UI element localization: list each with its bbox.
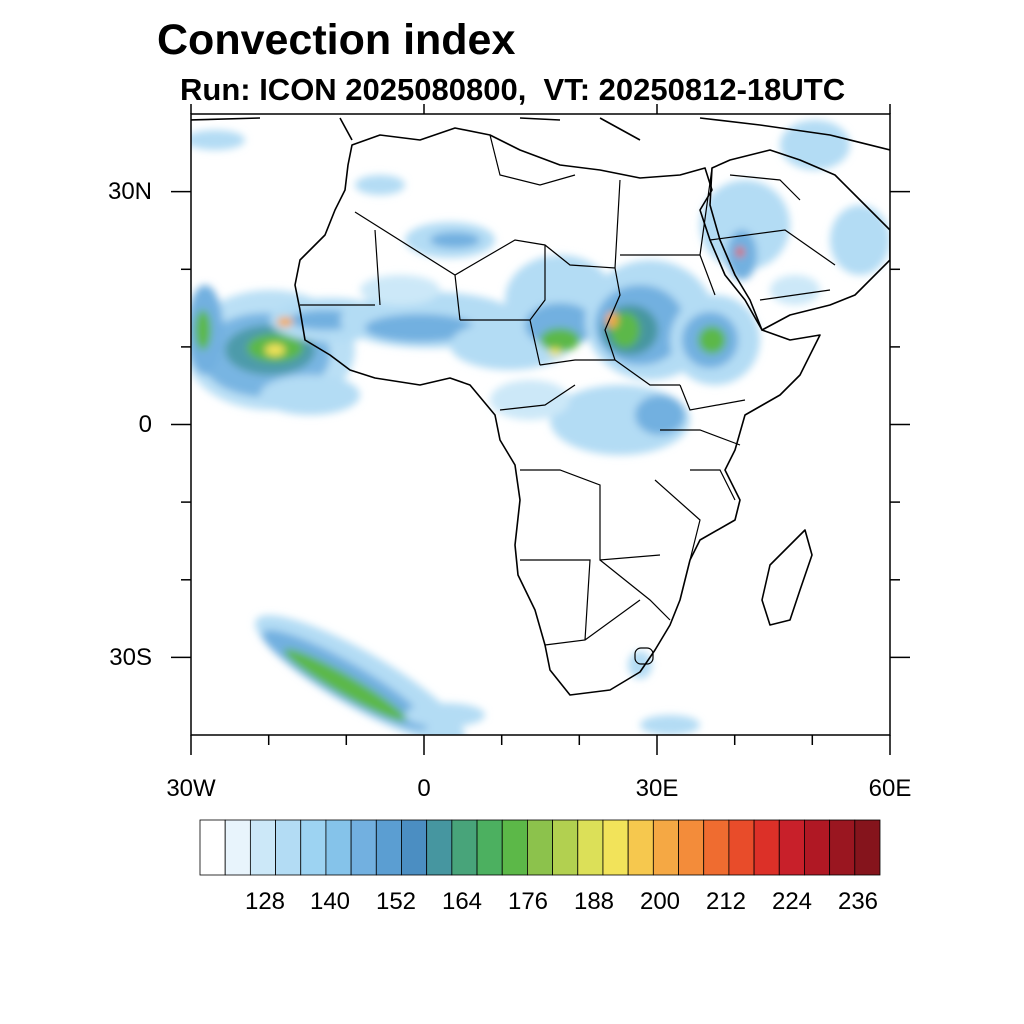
field-mid xyxy=(635,395,685,435)
field-light xyxy=(260,375,360,415)
country-borders xyxy=(300,134,836,665)
colorbar-label: 140 xyxy=(309,888,351,915)
colorbar-swatch xyxy=(703,819,730,876)
africa-coastline xyxy=(294,127,821,696)
x-label-30w: 30W xyxy=(166,775,216,802)
colorbar-swatch xyxy=(249,819,276,876)
colorbar-swatch xyxy=(804,819,831,876)
y-label-30n: 30N xyxy=(107,178,152,205)
field-orange xyxy=(606,312,618,328)
field-orange xyxy=(277,317,293,327)
colorbar-swatch xyxy=(350,819,377,876)
colorbar-swatch xyxy=(602,819,629,876)
colorbar-label: 164 xyxy=(441,888,483,915)
field-green xyxy=(195,310,211,350)
colorbar-swatch xyxy=(199,819,226,876)
field-light xyxy=(191,130,245,150)
colorbar-swatch xyxy=(728,819,755,876)
colorbar-swatch xyxy=(829,819,856,876)
y-label-30s: 30S xyxy=(109,644,152,671)
colorbar-swatch xyxy=(426,819,453,876)
colorbar-label: 212 xyxy=(705,888,747,915)
colorbar-label: 224 xyxy=(771,888,813,915)
colorbar-swatch xyxy=(577,819,604,876)
colorbar-swatch xyxy=(627,819,654,876)
border-lines xyxy=(300,134,836,646)
colorbar-swatch xyxy=(552,819,579,876)
colorbar xyxy=(199,819,881,876)
field-mid xyxy=(365,314,475,342)
field-light xyxy=(490,380,570,420)
europe-coastline xyxy=(191,117,890,151)
colorbar-swatch xyxy=(527,819,553,876)
madagascar-coastline xyxy=(761,529,813,626)
field-yellow xyxy=(549,348,561,356)
colorbar-label: 128 xyxy=(244,888,286,915)
field-yellow xyxy=(265,344,285,356)
field-green xyxy=(698,326,726,354)
colorbar-swatch xyxy=(451,819,478,876)
colorbar-swatch xyxy=(275,819,302,876)
field-light xyxy=(360,275,440,305)
field-light xyxy=(640,715,700,735)
colorbar-swatch xyxy=(753,819,780,876)
arabia-coastline xyxy=(709,149,890,331)
colorbar-label: 176 xyxy=(507,888,549,915)
field-red xyxy=(736,247,744,257)
field-light xyxy=(405,703,485,727)
field-green xyxy=(284,648,406,722)
field-green xyxy=(540,328,580,352)
colorbar-swatch xyxy=(375,819,402,876)
coastlines xyxy=(191,117,890,696)
x-label-0: 0 xyxy=(417,775,431,802)
x-label-30e: 30E xyxy=(635,775,679,802)
axis-ticks xyxy=(171,104,910,755)
colorbar-label: 188 xyxy=(573,888,615,915)
colorbar-swatch xyxy=(476,819,503,876)
lesotho-border xyxy=(634,647,654,665)
colorbar-swatch xyxy=(300,819,327,876)
field-light xyxy=(830,205,890,275)
colorbar-swatch xyxy=(778,819,805,876)
colorbar-label: 200 xyxy=(639,888,681,915)
colorbar-swatch xyxy=(224,819,251,876)
colorbar-swatch xyxy=(678,819,705,876)
colorbar-swatch xyxy=(325,819,352,876)
field-light xyxy=(355,175,405,195)
map-title: Convection index xyxy=(157,16,516,64)
map-subtitle: Run: ICON 2025080800, VT: 20250812-18UTC xyxy=(180,72,846,107)
x-label-60e: 60E xyxy=(868,775,912,802)
field-light xyxy=(780,120,850,170)
convection-field xyxy=(191,120,890,735)
y-label-0: 0 xyxy=(138,411,152,438)
colorbar-swatch xyxy=(501,819,528,876)
field-light xyxy=(628,651,652,679)
field-mid xyxy=(430,232,480,248)
field-light xyxy=(770,275,820,305)
colorbar-swatch xyxy=(652,819,679,876)
colorbar-swatch xyxy=(854,819,881,876)
colorbar-label: 236 xyxy=(837,888,879,915)
colorbar-swatch xyxy=(401,819,428,876)
colorbar-label: 152 xyxy=(375,888,417,915)
